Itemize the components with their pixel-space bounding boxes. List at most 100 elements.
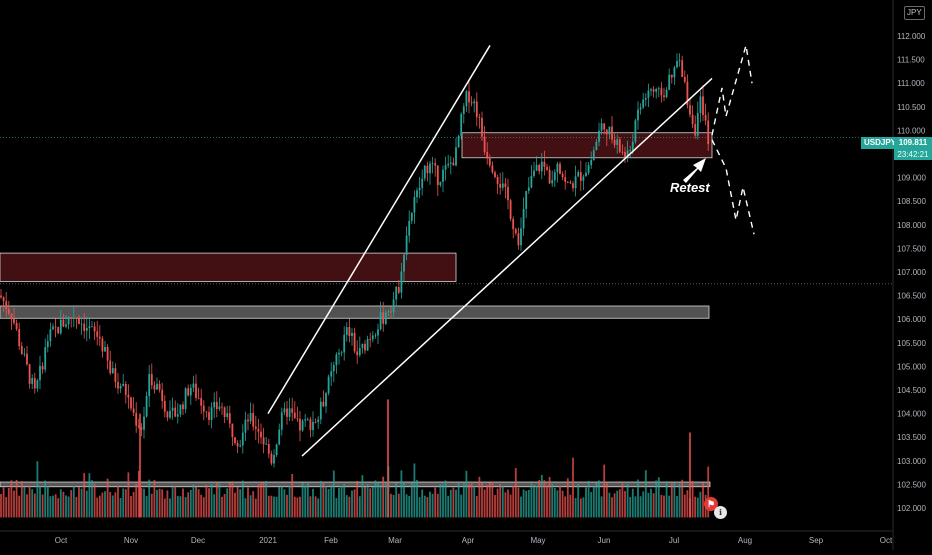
candle-body (187, 388, 190, 396)
volume-bar (23, 487, 26, 518)
candle-body (403, 254, 405, 272)
volume-bar (603, 464, 606, 518)
candle-body (174, 407, 177, 417)
candle-body (629, 150, 632, 151)
candle-body (218, 406, 221, 410)
volume-bar (262, 482, 265, 518)
candle-body (153, 385, 156, 390)
volume-bar (239, 489, 242, 518)
candle-body (434, 163, 437, 166)
price-tick-label: 104.000 (897, 410, 926, 419)
candle-body (556, 163, 559, 173)
candle-body (673, 67, 676, 78)
candle-body (647, 90, 650, 98)
volume-bar (527, 489, 530, 518)
candle-body (166, 411, 169, 418)
time-tick-label: Aug (738, 536, 752, 545)
candle-body (135, 412, 138, 426)
candle-body (75, 318, 78, 319)
candle-body (585, 172, 587, 177)
candle-body (322, 401, 325, 407)
candle-body (208, 412, 210, 420)
volume-bar (119, 497, 122, 518)
candle-body (306, 419, 309, 421)
volume-bar (70, 490, 73, 518)
candle-body (234, 437, 236, 443)
volume-bar (140, 487, 143, 518)
candle-body (13, 318, 15, 323)
candle-body (5, 301, 8, 309)
candle-body (332, 365, 335, 372)
candle-body (676, 60, 678, 68)
candle-body (408, 220, 411, 236)
volume-bar (85, 490, 88, 518)
volume-bar (241, 480, 244, 518)
candle-body (327, 376, 330, 394)
candle-body (527, 187, 530, 192)
volume-bar (574, 498, 577, 518)
candle-body (330, 371, 333, 377)
candle-body (314, 421, 317, 423)
candle-body (130, 397, 132, 409)
candle-body (559, 163, 561, 174)
candle-body (309, 419, 312, 431)
candle-body (18, 329, 21, 347)
candle-body (686, 81, 689, 106)
volume-bar (200, 494, 203, 518)
candle-body (522, 208, 525, 229)
volume-bar (0, 493, 2, 518)
trend-line-0 (267, 45, 491, 414)
volume-bar (548, 477, 551, 518)
retest-annotation: Retest (670, 180, 710, 195)
volume-bar (301, 482, 304, 518)
volume-bar (561, 490, 564, 518)
candle-body (140, 427, 143, 430)
price-tick-label: 108.500 (897, 197, 926, 206)
candle-body (644, 97, 647, 100)
volume-bar (426, 497, 429, 518)
volume-bar (10, 480, 13, 518)
volume-bar (260, 483, 262, 518)
volume-bar (595, 482, 598, 518)
price-tick-label: 112.000 (897, 32, 926, 41)
candle-body (353, 332, 356, 352)
candle-body (429, 163, 431, 174)
candle-body (605, 129, 608, 135)
candle-body (413, 197, 416, 213)
candle-body (631, 141, 634, 151)
volume-bar (501, 486, 504, 518)
candle-body (257, 428, 260, 432)
volume-bar (67, 496, 70, 518)
candle-body (561, 173, 564, 178)
volume-bar (514, 467, 517, 518)
volume-bar (202, 497, 205, 518)
candle-body (325, 393, 327, 407)
candle-body (400, 271, 403, 293)
candle-body (397, 287, 400, 293)
volume-bar (405, 494, 408, 518)
candle-body (163, 400, 166, 412)
volume-bar (590, 492, 593, 518)
currency-badge[interactable]: JPY (904, 6, 925, 20)
time-tick-label: Apr (462, 536, 475, 545)
volume-bar (288, 486, 291, 518)
volume-bar (361, 475, 364, 518)
candle-body (499, 183, 502, 188)
candle-body (416, 190, 418, 198)
candle-body (189, 387, 192, 396)
volume-bar (403, 482, 405, 518)
candle-body (41, 365, 44, 370)
candle-body (286, 408, 288, 417)
event-icon-2[interactable]: ℹ (714, 506, 727, 519)
volume-bar (663, 495, 665, 518)
candle-body (691, 114, 694, 125)
volume-bar (130, 496, 132, 518)
volume-bar (517, 487, 520, 518)
candle-body (278, 429, 281, 445)
volume-bar (231, 482, 234, 518)
price-tick-label: 107.000 (897, 268, 926, 277)
candle-body (504, 183, 507, 188)
volume-bar (631, 488, 634, 518)
volume-bar (267, 495, 270, 518)
